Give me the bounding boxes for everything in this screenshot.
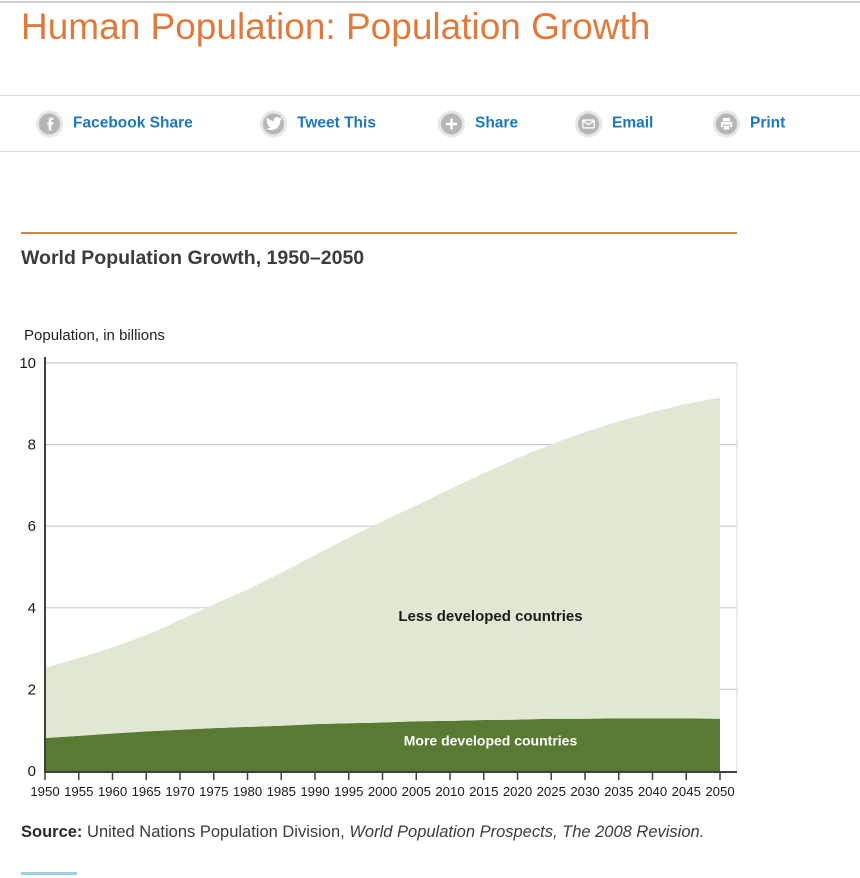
x-tick-label: 2045: [672, 784, 701, 799]
x-tick-label: 2000: [368, 784, 397, 799]
bottom-accent-line: [21, 872, 77, 875]
share-label: Tweet This: [297, 114, 376, 132]
tweet-this-button[interactable]: Tweet This: [260, 110, 376, 137]
x-tick-label: 1990: [300, 784, 329, 799]
facebook-icon: [36, 110, 63, 137]
x-tick-label: 1995: [334, 784, 363, 799]
x-tick-label: 2025: [537, 784, 566, 799]
x-tick-label: 1955: [64, 784, 93, 799]
y-tick-label: 0: [28, 763, 36, 780]
print-button[interactable]: Print: [713, 110, 785, 137]
y-tick-label: 2: [28, 681, 36, 698]
x-tick-label: 2010: [435, 784, 464, 799]
share-plus-icon: [438, 110, 465, 137]
source-citation: World Population Prospects, The 2008 Rev…: [349, 823, 705, 841]
share-button[interactable]: Share: [438, 110, 518, 137]
x-tick-label: 2005: [402, 784, 431, 799]
x-tick-label: 1975: [199, 784, 228, 799]
share-label: Email: [612, 114, 654, 132]
facebook-share-button[interactable]: Facebook Share: [36, 110, 193, 137]
source-label: Source:: [21, 823, 83, 841]
section-divider: [21, 232, 737, 234]
x-tick-label: 2050: [705, 784, 734, 799]
top-divider: [0, 1, 860, 3]
email-button[interactable]: Email: [575, 110, 653, 137]
x-tick-label: 2040: [638, 784, 667, 799]
x-tick-label: 1980: [233, 784, 262, 799]
area-series-0: [45, 718, 720, 771]
y-tick-label: 10: [19, 355, 36, 372]
share-bar: Facebook Share Tweet This Share Email Pr: [0, 95, 860, 152]
source-note: Source: United Nations Population Divisi…: [21, 818, 735, 848]
chart-heading: World Population Growth, 1950–2050: [21, 247, 365, 269]
x-tick-label: 1950: [30, 784, 59, 799]
area-series-1: [45, 397, 720, 738]
y-tick-label: 4: [28, 600, 36, 617]
x-tick-label: 1965: [132, 784, 161, 799]
share-label: Print: [750, 114, 786, 132]
x-tick-label: 2015: [469, 784, 498, 799]
y-axis-caption: Population, in billions: [24, 327, 165, 344]
x-tick-label: 2030: [570, 784, 599, 799]
y-tick-label: 6: [28, 518, 36, 535]
y-tick-label: 8: [28, 437, 36, 454]
series-label: More developed countries: [404, 733, 578, 749]
x-tick-label: 1960: [98, 784, 127, 799]
print-icon: [713, 110, 740, 137]
population-area-chart: 0 2 4 6 8 10 1950 1955 1960 1965 1970 1975 1980 1985 1…: [19, 355, 738, 799]
x-tick-label: 1985: [267, 784, 296, 799]
email-icon: [575, 110, 602, 137]
source-text: United Nations Population Division,: [82, 823, 350, 841]
x-tick-label: 1970: [165, 784, 194, 799]
x-tick-label: 2020: [503, 784, 532, 799]
x-tick-label: 2035: [604, 784, 633, 799]
twitter-icon: [260, 110, 287, 137]
share-label: Share: [475, 114, 519, 132]
page-title: Human Population: Population Growth: [21, 6, 651, 47]
share-label: Facebook Share: [73, 114, 193, 132]
series-label: Less developed countries: [398, 608, 582, 625]
